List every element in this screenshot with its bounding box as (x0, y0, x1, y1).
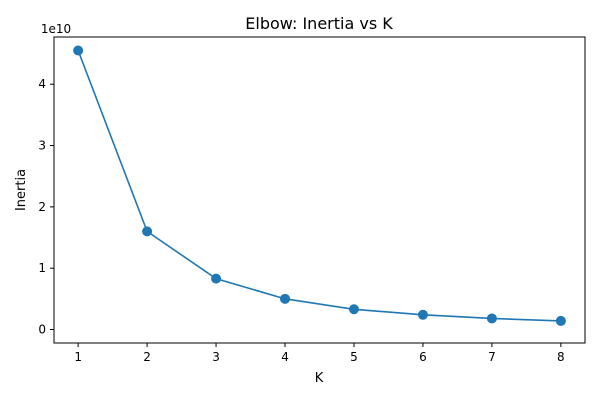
x-tick-label: 3 (212, 350, 220, 364)
x-tick-label: 7 (488, 350, 496, 364)
y-tick-label: 3 (38, 139, 46, 153)
y-tick-label: 2 (38, 200, 46, 214)
y-axis-ticks: 0 1 2 3 4 (38, 77, 54, 337)
series-line (77, 50, 561, 322)
y-scale-label: 1e10 (41, 22, 71, 36)
data-point (417, 309, 428, 320)
data-point (348, 304, 359, 315)
x-tick-label: 5 (350, 350, 358, 364)
data-point (211, 273, 222, 284)
chart-title: Elbow: Inertia vs K (245, 14, 393, 33)
series-points (73, 45, 566, 326)
data-point (73, 45, 84, 56)
x-tick-label: 8 (557, 350, 565, 364)
x-tick-label: 1 (74, 350, 82, 364)
data-point (280, 293, 291, 304)
x-tick-label: 6 (419, 350, 427, 364)
data-point (486, 313, 497, 324)
data-point (142, 226, 153, 237)
y-tick-label: 1 (38, 261, 46, 275)
y-tick-label: 0 (38, 323, 46, 337)
x-axis-label: K (315, 371, 324, 386)
x-tick-label: 2 (143, 350, 151, 364)
plot-frame (53, 36, 586, 344)
y-tick-label: 4 (38, 77, 46, 91)
y-axis-label: Inertia (14, 169, 29, 211)
x-tick-label: 4 (281, 350, 289, 364)
x-axis-ticks: 1 2 3 4 5 6 7 8 (74, 343, 565, 364)
data-point (555, 315, 566, 326)
